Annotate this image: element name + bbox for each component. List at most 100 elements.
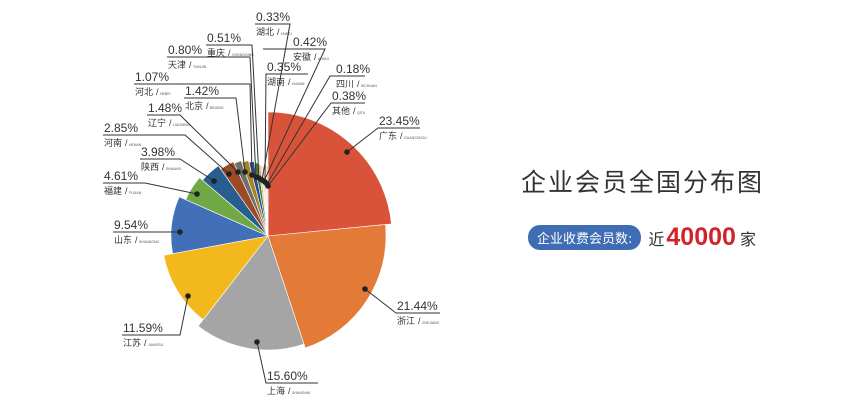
slice-name: 江苏: [123, 337, 141, 348]
slice-pinyin: FUJIAN: [129, 191, 142, 195]
slice-separator: /: [169, 118, 172, 128]
page-title: 企业会员全国分布图: [521, 168, 765, 197]
slice-name: 广东: [379, 130, 397, 141]
slice-pinyin: TIANJIN: [193, 65, 207, 69]
slice-separator: /: [228, 48, 231, 58]
slice-name: 天津: [168, 60, 186, 70]
slice-label-liaoning: 1.48%辽宁 / LIAONING: [147, 101, 241, 175]
count-prefix: 近: [648, 229, 665, 249]
slice-label-qita: 0.38% 其他 / QITA: [265, 89, 366, 189]
slice-pinyin: SICHUAN: [361, 84, 377, 88]
slice-separator: /: [353, 106, 356, 116]
pie-slice-beijing: [241, 160, 269, 237]
leader-line: [267, 102, 365, 187]
slice-separator: /: [314, 52, 317, 62]
member-count: 40000: [666, 223, 736, 251]
leader-line: [184, 97, 246, 173]
slice-name: 安徽: [293, 51, 311, 62]
slice-pinyin: SHAANXI: [166, 167, 181, 171]
slice-name: 河北: [135, 86, 153, 97]
leader-line: [167, 56, 257, 178]
leader-dot: [362, 286, 368, 292]
leader-line: [206, 44, 260, 179]
slice-separator: /: [277, 27, 280, 37]
leader-line: [266, 75, 365, 185]
slice-label-tianjin: 0.80%天津 / TIANJIN: [167, 43, 259, 180]
slice-name: 陕西: [141, 161, 159, 172]
slice-percent: 0.42%: [293, 35, 327, 49]
slice-pinyin: HUNAN: [292, 82, 305, 86]
slice-label-hunan: 0.35% 湖南 / HUNAN: [262, 60, 308, 185]
pie-slice-shandong: [170, 196, 270, 255]
pie-slice-shanghai: [197, 235, 305, 351]
slice-separator: /: [288, 386, 291, 396]
slice-name: 河南: [104, 137, 122, 148]
slice-percent: 11.59%: [123, 321, 163, 335]
slice-pinyin: CHONGQING: [232, 53, 254, 57]
slice-pinyin: LIAONING: [173, 123, 190, 127]
leader-line: [103, 134, 230, 175]
slice-name: 北京: [185, 100, 203, 111]
slice-label-zhejiang: 21.44% 浙江 / ZHEJIANG: [362, 286, 440, 326]
slice-separator: /: [135, 235, 138, 245]
slice-percent: 0.18%: [336, 62, 370, 76]
slice-name: 湖南: [267, 76, 285, 87]
slice-separator: /: [144, 338, 147, 348]
leader-dot: [254, 339, 260, 345]
slice-label-anhui: 0.42%安徽 / ANHUI: [261, 35, 329, 184]
leader-dot: [185, 293, 191, 299]
leader-line: [134, 83, 253, 176]
slice-percent: 4.61%: [104, 169, 138, 183]
slice-name: 重庆: [207, 47, 225, 58]
leader-dot: [211, 178, 217, 184]
slice-pinyin: QITA: [357, 111, 366, 115]
leader-dot: [265, 183, 271, 189]
slice-pinyin: GUANGZHOU: [404, 136, 427, 140]
slice-percent: 9.54%: [114, 218, 148, 232]
leader-dot: [226, 171, 232, 177]
member-count-row: 企业收费会员数: 近 40000 家: [528, 223, 756, 252]
slice-label-henan: 2.85%河南 / HENAN: [103, 121, 232, 177]
slice-pinyin: HUBEI: [281, 32, 292, 36]
slice-label-shaanxi: 3.98% 陕西 / SHAANXI: [140, 145, 217, 184]
leader-line: [140, 158, 215, 182]
slice-percent: 2.85%: [104, 121, 138, 135]
slice-label-jiangsu: 11.59% 江苏 / JIANGSU: [122, 293, 191, 348]
leader-line: [364, 288, 440, 314]
slice-percent: 0.33%: [256, 10, 290, 24]
leader-line: [264, 73, 308, 183]
slice-label-guangzhou: 23.45% 广东 / GUANGZHOU: [344, 114, 427, 155]
slice-label-hubei: 0.33%湖北 / HUBEI: [255, 10, 292, 183]
slice-name: 山东: [114, 234, 132, 245]
slice-percent: 1.48%: [148, 101, 182, 115]
slice-percent: 0.51%: [207, 31, 241, 45]
pie-slice-jiangsu: [163, 235, 269, 321]
slice-name: 湖北: [256, 27, 274, 37]
slice-pinyin: JIANGSU: [148, 343, 164, 347]
slice-pinyin: HENAN: [129, 143, 142, 147]
slice-label-shandong: 9.54% 山东 / SHANDONG: [113, 218, 183, 245]
slice-separator: /: [400, 131, 403, 141]
slice-pinyin: SHANDONG: [139, 240, 160, 244]
slice-separator: /: [288, 77, 291, 87]
slice-pinyin: ANHUI: [318, 57, 329, 61]
slice-percent: 1.42%: [185, 84, 219, 98]
slice-pinyin: HEBEI: [160, 92, 171, 96]
pie-slice-fujian: [185, 177, 269, 237]
slice-separator: /: [162, 162, 165, 172]
slice-separator: /: [156, 87, 159, 97]
leader-dot: [242, 169, 248, 175]
slice-name: 四川: [336, 79, 354, 89]
pie-slice-liaoning: [233, 160, 269, 237]
slice-percent: 23.45%: [379, 114, 420, 128]
leader-dot: [194, 191, 200, 197]
slice-separator: /: [125, 186, 128, 196]
slice-separator: /: [125, 138, 128, 148]
member-count-badge: 企业收费会员数:: [528, 225, 642, 250]
slice-percent: 21.44%: [397, 299, 438, 313]
leader-dot: [235, 169, 241, 175]
leader-line: [346, 127, 420, 153]
leader-line: [147, 114, 239, 173]
